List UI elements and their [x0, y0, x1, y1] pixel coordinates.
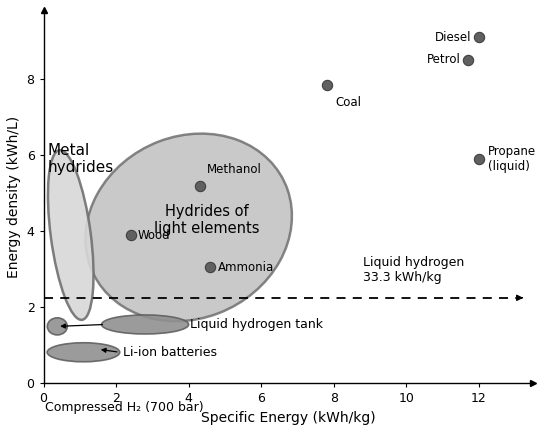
Point — [126, 232, 135, 238]
Point — [206, 264, 215, 271]
Text: Wood: Wood — [138, 229, 171, 241]
Text: Petrol: Petrol — [427, 54, 461, 67]
Text: Methanol: Methanol — [207, 163, 262, 176]
Ellipse shape — [47, 343, 120, 362]
Point — [322, 81, 331, 88]
Ellipse shape — [47, 318, 68, 335]
Text: Li-ion batteries: Li-ion batteries — [124, 346, 217, 359]
Ellipse shape — [102, 315, 189, 334]
Text: Metal
hydrides: Metal hydrides — [47, 143, 114, 175]
Text: Hydrides of
light elements: Hydrides of light elements — [154, 203, 260, 236]
Text: Ammonia: Ammonia — [217, 261, 274, 274]
X-axis label: Specific Energy (kWh/kg): Specific Energy (kWh/kg) — [201, 411, 376, 425]
Text: Liquid hydrogen tank: Liquid hydrogen tank — [191, 318, 323, 331]
Text: Diesel: Diesel — [435, 31, 472, 44]
Point — [195, 182, 204, 189]
Y-axis label: Energy density (kWh/L): Energy density (kWh/L) — [7, 116, 21, 278]
Ellipse shape — [86, 133, 292, 321]
Text: Coal: Coal — [335, 96, 362, 109]
Text: Liquid hydrogen
33.3 kWh/kg: Liquid hydrogen 33.3 kWh/kg — [363, 257, 464, 285]
Point — [463, 57, 472, 64]
Ellipse shape — [48, 150, 93, 320]
Point — [474, 34, 483, 41]
Text: Propane
(liquid): Propane (liquid) — [488, 145, 536, 173]
Text: Compressed H₂ (700 bar): Compressed H₂ (700 bar) — [46, 400, 204, 413]
Point — [474, 156, 483, 162]
